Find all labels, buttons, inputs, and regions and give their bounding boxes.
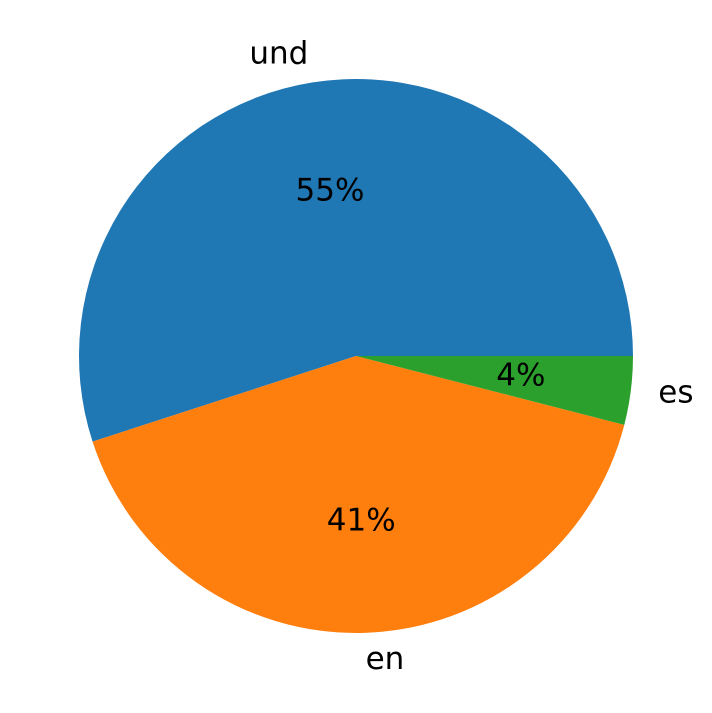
slice-label: en [366,641,405,677]
pie-slice [78,78,634,442]
slice-percent: 4% [496,357,545,393]
slice-label: und [249,36,308,72]
pie-slice [356,356,633,425]
slice-percent: 55% [296,172,365,208]
pie-slice [92,356,625,634]
slice-percent: 41% [327,503,396,539]
slice-label: es [658,375,693,411]
